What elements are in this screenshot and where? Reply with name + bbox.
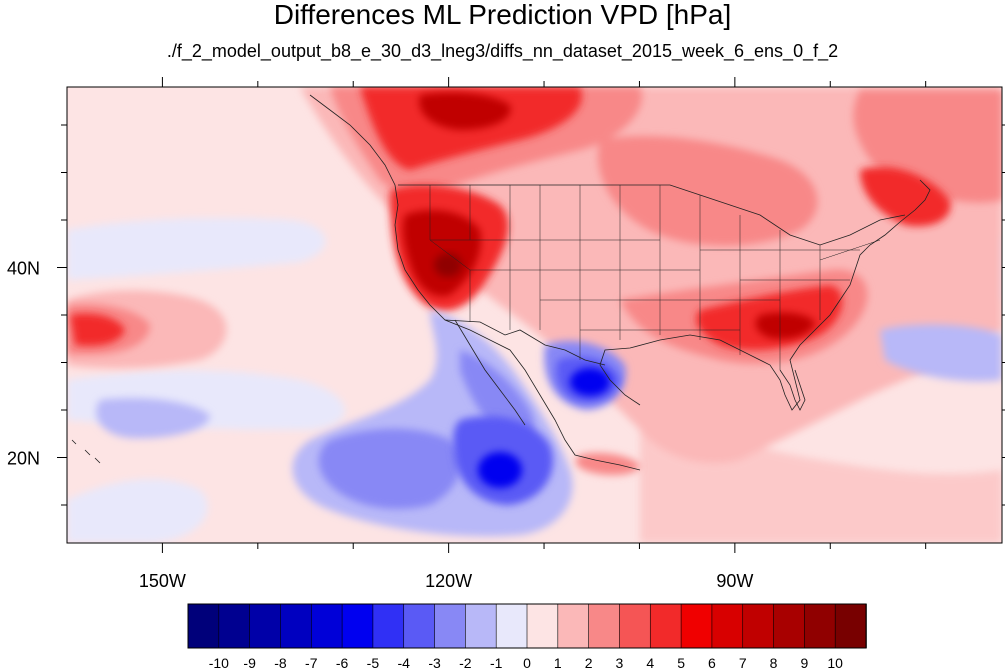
colorbar-label: 6 — [708, 655, 716, 671]
colorbar-swatch — [187, 603, 220, 649]
political-boundaries — [71, 94, 931, 471]
colorbar-label: -4 — [398, 655, 411, 671]
colorbar-swatch — [249, 603, 282, 649]
colorbar-swatch — [649, 603, 682, 649]
colorbar-label: 10 — [827, 655, 843, 671]
map-field — [67, 87, 1002, 543]
colorbar-swatch — [341, 603, 374, 649]
x-axis: 150W 120W 90W — [139, 77, 927, 591]
colorbar-label: 5 — [677, 655, 685, 671]
colorbar-label: -7 — [305, 655, 318, 671]
colorbar-label: 9 — [800, 655, 808, 671]
colorbar-swatch — [742, 603, 775, 649]
colorbar-swatch — [280, 603, 313, 649]
colorbar-label: 8 — [770, 655, 778, 671]
y-tick-label: 40N — [7, 259, 40, 279]
x-tick-label: 120W — [425, 571, 472, 591]
colorbar-swatch — [372, 603, 405, 649]
y-tick-label: 20N — [7, 449, 40, 469]
colorbar-swatch — [526, 603, 559, 649]
map-title: Differences ML Prediction VPD [hPa] — [273, 0, 732, 30]
y-axis: 40N 20N — [7, 124, 1005, 506]
colorbar-label: -3 — [428, 655, 441, 671]
colorbar-swatch — [619, 603, 652, 649]
florida — [779, 369, 806, 411]
colorbar-label: -10 — [209, 655, 229, 671]
colorbar-swatch — [465, 603, 497, 649]
us-canada-border — [398, 184, 906, 246]
colorbar-label: 1 — [554, 655, 562, 671]
darkest-red-core — [434, 253, 462, 277]
state-lines — [429, 185, 881, 370]
x-tick-label: 150W — [139, 571, 186, 591]
colorbar-label: -2 — [459, 655, 472, 671]
deep-blue-cores — [478, 368, 610, 488]
colorbar-swatch — [310, 603, 343, 649]
colorbar-label: 2 — [585, 655, 593, 671]
colorbar-label: 3 — [616, 655, 624, 671]
hawaii-islands — [71, 439, 101, 464]
colorbar-label: -1 — [490, 655, 503, 671]
colorbar-swatch — [557, 603, 590, 649]
colorbar-swatch — [403, 603, 436, 649]
colorbar-label: 0 — [523, 655, 531, 671]
colorbar-swatch — [711, 603, 744, 649]
map-subtitle: ./f_2_model_output_b8_e_30_d3_lneg3/diff… — [166, 41, 839, 61]
colorbar-swatch — [804, 603, 836, 649]
colorbar-swatch — [773, 603, 806, 649]
colorbar-swatch — [495, 603, 528, 649]
colorbar-label: -8 — [274, 655, 287, 671]
colorbar-swatch — [588, 603, 621, 649]
colorbar: -10 -9 -8 -7 -6 -5 -4 -3 -2 -1 0 1 2 3 4 5 6 7 8 9 10 — [187, 603, 867, 671]
colorbar-label: -9 — [243, 655, 256, 671]
colorbar-label: 7 — [739, 655, 747, 671]
colorbar-label: -5 — [367, 655, 380, 671]
x-tick-label: 90W — [716, 571, 753, 591]
colorbar-label: -6 — [336, 655, 349, 671]
dark-red-cores — [402, 92, 815, 340]
colorbar-swatch — [218, 603, 251, 649]
colorbar-swatch — [434, 603, 467, 649]
colorbar-frame — [187, 603, 867, 649]
baja-peninsula — [454, 319, 526, 426]
us-mexico-border — [444, 319, 606, 366]
colorbar-label: 4 — [646, 655, 654, 671]
colorbar-swatch — [834, 603, 867, 649]
colorbar-swatch — [680, 603, 713, 649]
north-america-coastline — [309, 94, 931, 471]
